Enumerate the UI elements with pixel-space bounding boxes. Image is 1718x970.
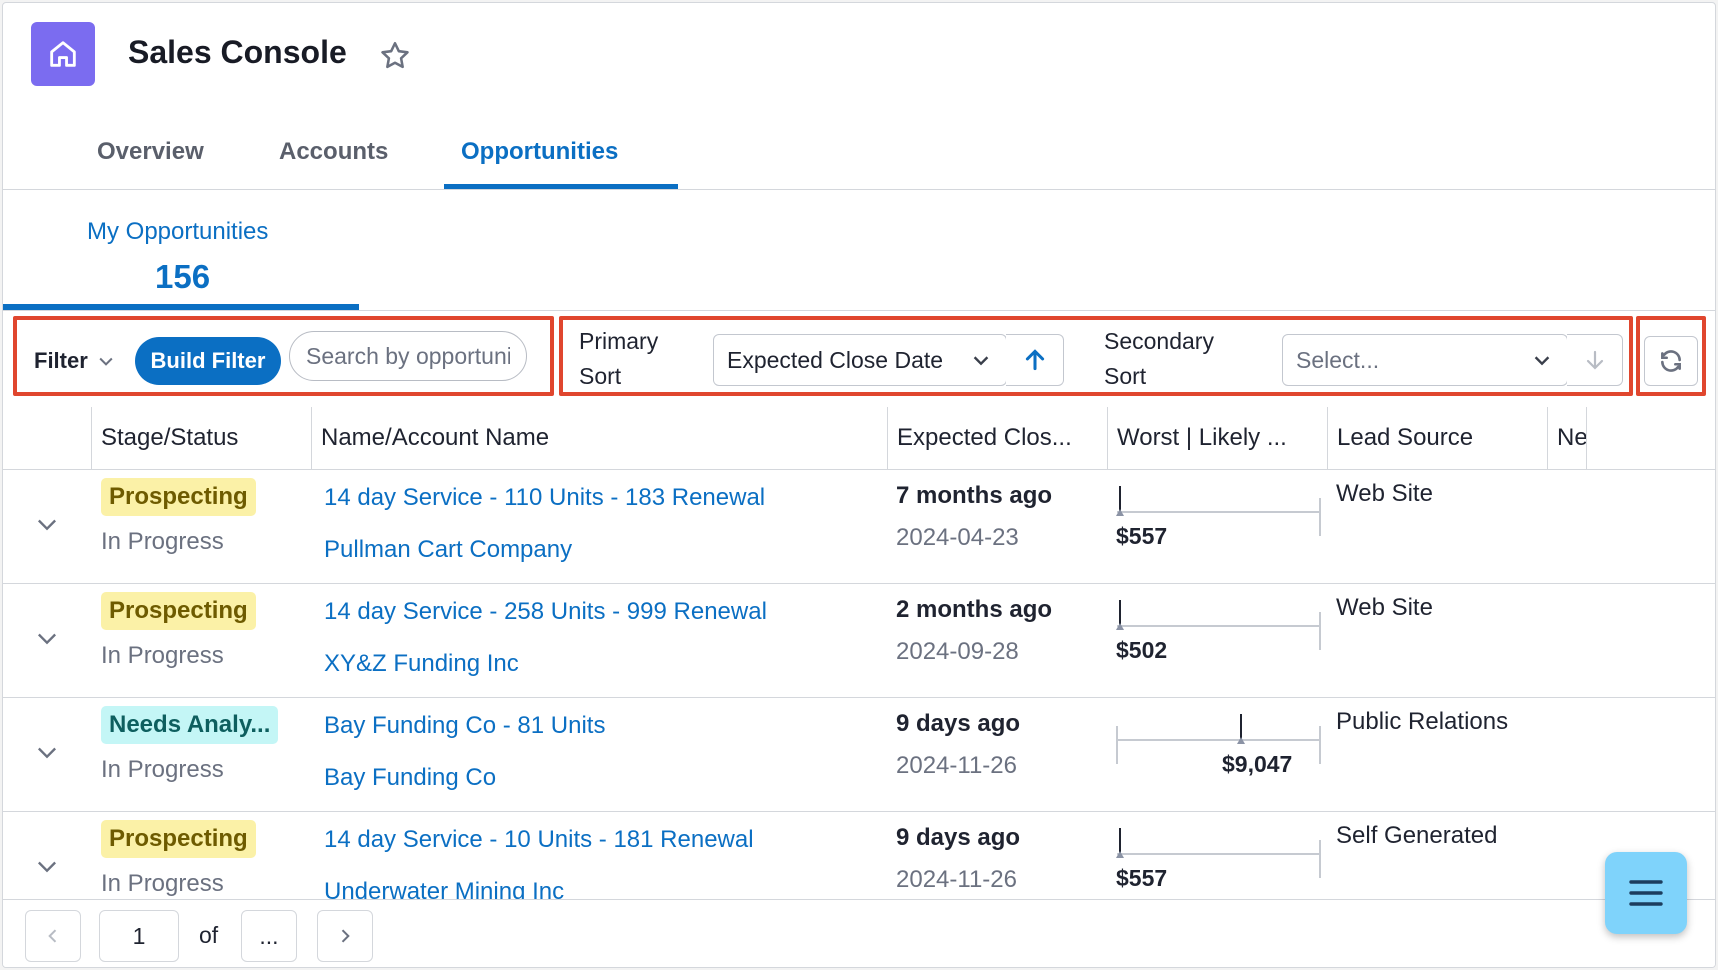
divider [3, 189, 1715, 190]
refresh-highlight-box [1636, 316, 1706, 396]
opportunity-name-link[interactable]: 14 day Service - 10 Units - 181 Renewal [324, 826, 754, 853]
previous-page-button[interactable] [25, 910, 81, 962]
opportunity-name-link[interactable]: 14 day Service - 110 Units - 183 Renewal [324, 484, 766, 511]
build-filter-button[interactable]: Build Filter [135, 337, 281, 385]
secondary-sort-placeholder: Select... [1296, 346, 1380, 373]
chevron-down-icon[interactable] [33, 624, 61, 652]
chevron-down-icon [1534, 356, 1550, 366]
primary-sort-direction-button[interactable] [1006, 334, 1064, 386]
account-name-link[interactable]: Bay Funding Co [324, 764, 497, 791]
close-relative: 9 days ago [896, 710, 1021, 737]
close-relative: 9 days ago [896, 824, 1021, 851]
table-row: Prospecting In Progress 14 day Service -… [3, 584, 1715, 698]
forecast-range-bar [1116, 600, 1321, 650]
arrow-up-icon [1025, 349, 1044, 371]
status-text: In Progress [101, 756, 224, 783]
app-title: Sales Console [128, 34, 347, 70]
list-view-indicator [3, 304, 359, 310]
opportunity-name-link[interactable]: 14 day Service - 258 Units - 999 Renewal [324, 598, 767, 625]
forecast-range: $502 [1115, 590, 1323, 663]
table-row: Prospecting In Progress 14 day Service -… [3, 812, 1715, 926]
filter-label: Filter [34, 348, 88, 373]
lead-source: Public Relations [1336, 708, 1509, 735]
secondary-sort-label: Secondary Sort [1104, 328, 1214, 389]
primary-sort-value: Expected Close Date [727, 346, 944, 373]
refresh-icon [1661, 350, 1681, 372]
status-text: In Progress [101, 642, 224, 669]
forecast-range-bar [1116, 714, 1321, 764]
column-header-expected-close[interactable]: Expected Clos... [887, 407, 1107, 469]
column-header-stage[interactable]: Stage/Status [91, 407, 311, 469]
close-date: 2024-04-23 [896, 524, 1019, 551]
page-number-input[interactable]: 1 [99, 910, 179, 962]
list-view-count: 156 [155, 258, 211, 295]
forecast-value: $502 [1116, 637, 1168, 663]
active-tab-indicator [444, 184, 678, 190]
close-relative: 2 months ago [896, 596, 1053, 623]
stage-badge: Needs Analy... [101, 706, 279, 744]
table-header: Stage/Status Name/Account Name Expected … [3, 407, 1715, 470]
chevron-down-icon [973, 356, 989, 366]
lead-source: Web Site [1336, 594, 1433, 621]
search-input[interactable] [289, 331, 527, 381]
forecast-range-bar [1116, 486, 1321, 536]
lead-source: Self Generated [1336, 822, 1498, 849]
status-text: In Progress [101, 870, 224, 897]
favorite-star-icon[interactable] [378, 39, 412, 73]
column-header-name[interactable]: Name/Account Name [311, 407, 887, 469]
secondary-sort-direction-button[interactable] [1567, 334, 1623, 386]
forecast-range: $9,047 [1115, 704, 1323, 777]
lead-source: Web Site [1336, 480, 1433, 507]
tab-accounts[interactable]: Accounts [279, 138, 389, 165]
menu-icon [1629, 880, 1663, 906]
chevron-down-icon [99, 357, 113, 366]
forecast-range: $557 [1115, 818, 1323, 891]
sort-highlight-box [559, 316, 1633, 396]
chevron-down-icon[interactable] [33, 510, 61, 538]
stage-badge: Prospecting [101, 478, 256, 516]
close-date: 2024-09-28 [896, 638, 1019, 665]
floating-menu-button[interactable] [1605, 852, 1687, 934]
filter-dropdown[interactable]: Filter [34, 348, 116, 374]
chevron-down-icon[interactable] [33, 738, 61, 766]
forecast-value: $557 [1116, 523, 1168, 549]
close-relative: 7 months ago [896, 482, 1053, 509]
total-pages-button[interactable]: ... [241, 910, 297, 962]
stage-badge: Prospecting [101, 820, 256, 858]
chevron-left-icon [48, 929, 57, 943]
table-row: Prospecting In Progress 14 day Service -… [3, 470, 1715, 584]
opportunity-name-link[interactable]: Bay Funding Co - 81 Units [324, 712, 606, 739]
forecast-range-bar [1116, 828, 1321, 878]
account-name-link[interactable]: Pullman Cart Company [324, 536, 573, 563]
arrow-down-icon [1586, 350, 1603, 370]
divider [3, 310, 1715, 311]
account-name-link[interactable]: XY&Z Funding Inc [324, 650, 519, 677]
tab-overview[interactable]: Overview [97, 138, 204, 165]
filter-highlight-box [13, 316, 554, 396]
list-view-label[interactable]: My Opportunities [87, 218, 269, 245]
forecast-value: $557 [1116, 865, 1168, 891]
table-row: Needs Analy... In Progress Bay Funding C… [3, 698, 1715, 812]
secondary-sort-select[interactable]: Select... [1282, 334, 1568, 386]
tab-opportunities[interactable]: Opportunities [461, 138, 619, 165]
primary-sort-select[interactable]: Expected Close Date [713, 334, 1007, 386]
status-text: In Progress [101, 528, 224, 555]
home-icon[interactable] [31, 22, 95, 86]
column-header-lead-source[interactable]: Lead Source [1327, 407, 1547, 469]
forecast-value: $9,047 [1222, 751, 1293, 777]
forecast-range: $557 [1115, 476, 1323, 549]
column-header-forecast[interactable]: Worst | Likely ... [1107, 407, 1327, 469]
pagination-bar: 1 of ... [3, 899, 1715, 967]
close-date: 2024-11-26 [896, 866, 1017, 893]
column-header-next[interactable]: Ne [1547, 407, 1587, 469]
refresh-button[interactable] [1644, 336, 1698, 386]
close-date: 2024-11-26 [896, 752, 1017, 779]
chevron-right-icon [341, 929, 350, 943]
chevron-down-icon[interactable] [33, 852, 61, 880]
primary-sort-label: Primary Sort [579, 328, 659, 389]
pagination-of-label: of [199, 922, 219, 948]
next-page-button[interactable] [317, 910, 373, 962]
stage-badge: Prospecting [101, 592, 256, 630]
